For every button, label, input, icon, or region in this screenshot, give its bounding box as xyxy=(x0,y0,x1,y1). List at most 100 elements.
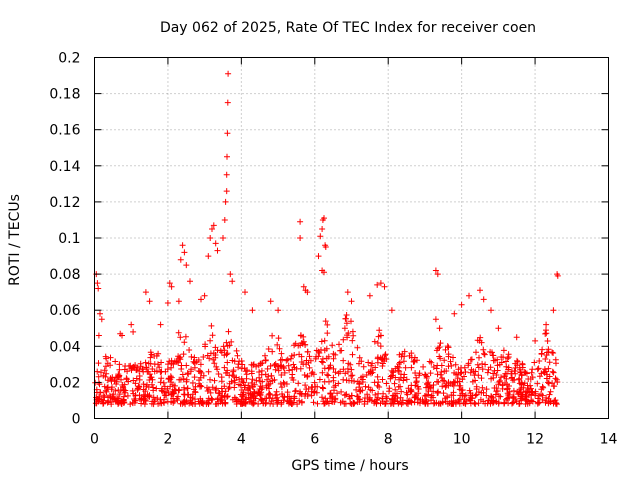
data-point xyxy=(495,325,502,332)
data-point xyxy=(105,397,112,404)
data-point xyxy=(149,366,156,372)
x-tick-label: 2 xyxy=(163,432,172,448)
data-point xyxy=(304,348,311,355)
data-point xyxy=(401,371,408,378)
data-point xyxy=(349,337,356,344)
data-point xyxy=(550,383,557,390)
data-point xyxy=(222,399,229,406)
data-point xyxy=(238,365,245,372)
data-point xyxy=(211,377,218,384)
data-point xyxy=(347,400,354,407)
data-point xyxy=(408,398,415,405)
data-point xyxy=(475,400,482,407)
data-point xyxy=(245,394,252,401)
data-point xyxy=(274,341,281,348)
data-point xyxy=(134,385,141,392)
data-point xyxy=(95,360,102,367)
data-point xyxy=(115,387,122,394)
data-point xyxy=(343,320,350,327)
data-point xyxy=(280,379,287,386)
data-point xyxy=(389,396,395,403)
data-point xyxy=(124,392,131,399)
data-point xyxy=(527,382,534,389)
data-point xyxy=(396,368,403,375)
data-point xyxy=(116,391,123,398)
data-point xyxy=(337,347,344,354)
data-point xyxy=(214,347,221,354)
data-point xyxy=(478,339,485,346)
data-point xyxy=(392,386,399,393)
data-point xyxy=(103,388,110,395)
data-point xyxy=(450,382,457,389)
data-point xyxy=(217,398,224,405)
data-point xyxy=(519,361,526,368)
data-point xyxy=(503,358,509,365)
data-point xyxy=(443,382,450,389)
data-point xyxy=(455,371,461,378)
data-point xyxy=(229,278,236,285)
data-point xyxy=(479,366,486,373)
data-point xyxy=(362,395,368,401)
data-point xyxy=(300,361,307,368)
y-tick-label: 0.16 xyxy=(49,123,80,139)
data-point xyxy=(164,398,171,405)
data-point xyxy=(452,361,459,368)
data-point xyxy=(465,360,472,367)
data-point xyxy=(374,359,381,366)
data-point xyxy=(278,350,285,357)
data-point xyxy=(421,393,428,399)
data-point xyxy=(130,377,137,384)
data-point xyxy=(458,369,465,376)
data-point xyxy=(388,372,395,379)
data-point xyxy=(270,401,277,407)
data-point xyxy=(426,358,433,365)
data-point xyxy=(512,397,519,403)
data-point xyxy=(348,366,355,373)
data-point xyxy=(150,384,157,391)
data-point xyxy=(113,381,120,387)
data-point xyxy=(205,400,212,406)
data-point xyxy=(224,393,231,400)
data-point xyxy=(147,354,154,361)
data-point xyxy=(272,366,279,373)
data-point xyxy=(146,298,153,305)
data-point xyxy=(181,391,188,398)
data-point xyxy=(223,339,230,346)
data-point xyxy=(444,343,451,350)
data-point xyxy=(477,287,483,294)
data-point xyxy=(276,345,283,352)
data-point xyxy=(96,393,102,400)
data-point xyxy=(201,292,208,299)
data-point xyxy=(374,340,381,346)
data-point xyxy=(321,269,327,276)
data-point xyxy=(408,364,415,371)
data-point xyxy=(451,369,458,376)
data-point xyxy=(301,372,308,378)
data-point xyxy=(238,400,245,407)
data-point xyxy=(200,372,207,379)
data-point xyxy=(153,385,160,392)
data-point xyxy=(221,383,228,390)
data-point xyxy=(103,370,110,377)
data-point xyxy=(462,392,469,399)
data-point xyxy=(522,396,529,403)
data-point xyxy=(269,332,276,339)
data-point xyxy=(273,388,280,395)
data-point xyxy=(244,367,251,374)
data-point xyxy=(161,396,167,403)
data-point xyxy=(513,334,520,341)
data-point xyxy=(344,289,351,296)
data-point xyxy=(447,358,454,365)
data-point xyxy=(476,354,482,361)
data-point xyxy=(495,399,502,406)
data-point xyxy=(543,394,550,401)
data-point xyxy=(353,386,360,393)
data-point xyxy=(528,385,534,392)
data-point xyxy=(510,387,517,394)
data-point xyxy=(292,388,298,395)
data-point xyxy=(542,399,549,406)
data-point xyxy=(165,361,171,368)
data-point xyxy=(216,390,223,396)
data-point xyxy=(251,394,258,401)
data-point xyxy=(142,396,149,403)
